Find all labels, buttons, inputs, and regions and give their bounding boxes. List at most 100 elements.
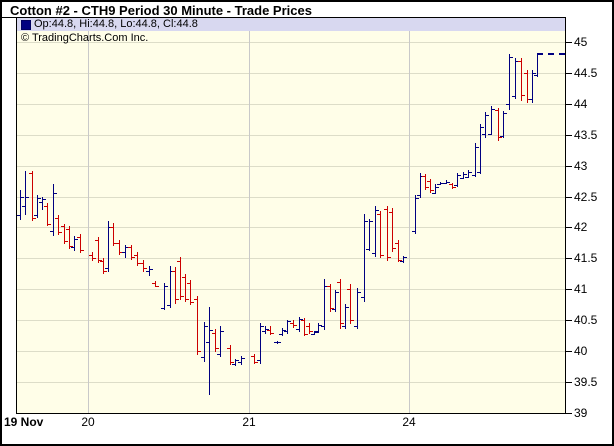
ohlc-bar-down [254,353,255,364]
close-tick [99,260,102,262]
close-tick [65,241,68,243]
ohlc-bar-down [498,107,499,141]
y-tick-mark [566,258,572,259]
ohlc-bar-down [80,233,81,254]
close-tick [132,257,135,259]
ohlc-bar-down [392,207,393,253]
close-tick [191,301,194,303]
ohlc-bar-up [149,265,150,276]
open-tick [44,205,47,207]
ohlc-bar-up [42,196,43,211]
ohlc-bar-down [69,226,70,250]
close-tick [453,187,456,189]
close-tick [21,196,24,198]
open-tick [296,328,299,330]
y-tick-label: 42 [574,220,588,234]
h-gridline [17,72,565,74]
ohlc-bar-down [425,174,426,191]
ohlc-bar-down [92,252,93,262]
open-tick [201,357,204,359]
ohlc-bar-up [314,330,315,336]
ohlc-bar-down [398,239,399,263]
open-tick [389,212,392,214]
ohlc-bar-up [235,358,236,366]
close-tick [492,108,495,110]
open-tick [500,135,503,137]
ohlc-bar-down [119,239,120,256]
h-gridline [17,42,565,43]
ohlc-bar-down [155,280,156,288]
open-tick [417,195,420,197]
ohlc-bar-down [113,222,114,247]
close-tick [310,331,313,333]
open-tick [449,184,452,186]
open-tick [95,239,98,241]
day-gridline [249,18,250,413]
y-tick-label: 44 [574,97,588,111]
ohlc-bar-down [175,267,176,304]
open-tick [512,96,515,98]
ohlc-bar-up [74,236,75,251]
close-tick [469,171,472,173]
open-tick [177,261,180,263]
ohlc-bar-up [420,173,421,198]
open-tick [366,249,369,251]
open-tick [262,331,265,333]
ohlc-bar-down [527,70,528,103]
h-gridline [17,103,565,105]
ohlc-bar-down [430,179,431,193]
ohlc-bar-up [369,218,370,251]
ohlc-bar-up [468,169,469,179]
open-tick [284,331,287,333]
close-tick [242,357,245,359]
open-tick [257,360,260,362]
open-tick [301,320,304,322]
ohlc-bar-up [415,195,416,234]
ohlc-bar-up [446,180,447,185]
open-tick [495,110,498,111]
close-tick [416,197,419,199]
open-tick [518,60,521,62]
close-tick [156,285,159,287]
close-tick [504,113,507,115]
open-tick [71,247,74,249]
close-tick [486,114,489,116]
ohlc-bar-down [98,236,99,264]
open-tick [342,326,345,328]
open-tick [34,215,37,217]
open-tick [128,247,131,249]
y-tick-mark [566,413,572,414]
open-tick [55,218,58,220]
close-tick [283,329,286,331]
open-tick [110,227,113,229]
close-tick [436,186,439,188]
ohlc-bar-up [170,265,171,309]
day-gridline [88,18,89,413]
close-tick [271,332,274,334]
ohlc-readout: Op:44.8, Hi:44.8, Lo:44.8, Cl:44.8 [34,18,198,30]
close-tick [54,193,57,195]
ohlc-bar-down [47,202,48,227]
close-tick [236,360,239,362]
open-tick [140,263,143,265]
close-tick [120,252,123,254]
close-tick [510,57,513,59]
close-tick [381,254,384,256]
open-tick [206,341,209,343]
close-tick [305,333,308,335]
open-tick [134,255,137,257]
open-tick [251,356,254,358]
open-tick [384,208,387,210]
close-tick [181,295,184,297]
close-tick [447,181,450,183]
open-tick [354,326,357,328]
y-tick-label: 43 [574,159,588,173]
open-tick [443,182,446,184]
close-tick [59,231,62,233]
day-gridline [409,18,410,413]
open-tick [146,270,149,272]
close-tick [70,246,73,248]
ohlc-bar-up [357,288,358,329]
chart-title: Cotton #2 - CTH9 Period 30 Minute - Trad… [10,3,312,18]
